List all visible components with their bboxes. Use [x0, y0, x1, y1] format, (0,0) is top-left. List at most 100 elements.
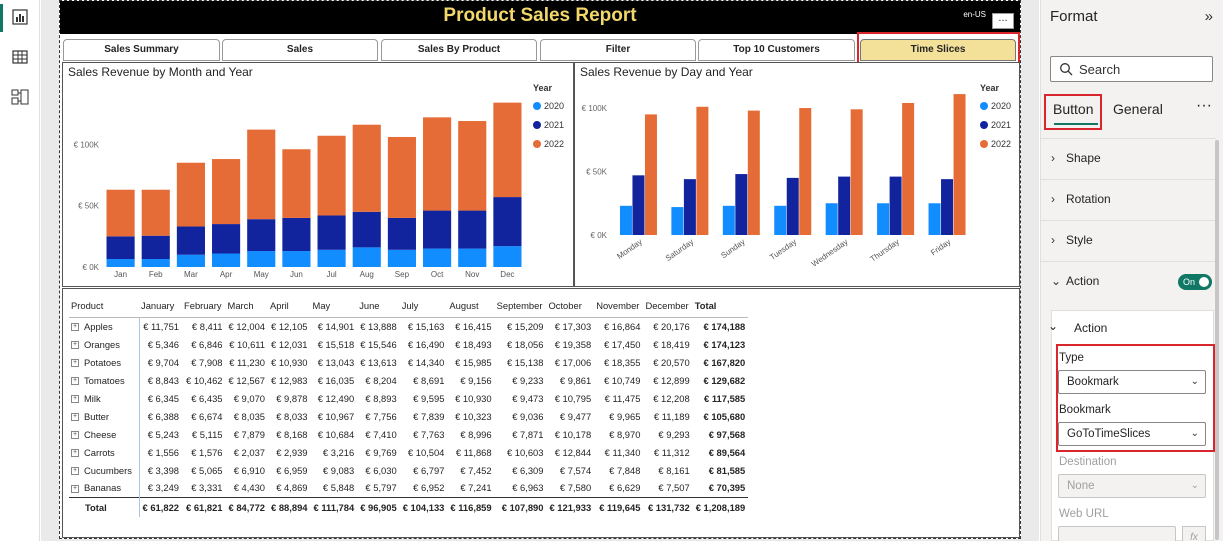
tab-sales-summary[interactable]: Sales Summary	[63, 39, 220, 61]
format-pane: Format » Search Button General ··· › Sha…	[1040, 0, 1223, 541]
y-tick-label: € 100K	[582, 104, 608, 113]
bar-Saturday-2021	[683, 179, 696, 235]
matrix-cell: € 6,674	[191, 410, 223, 422]
column-header[interactable]: February	[182, 295, 226, 318]
expand-icon[interactable]: +	[71, 467, 79, 476]
more-options-icon[interactable]: ···	[1196, 97, 1212, 114]
format-search-input[interactable]: Search	[1050, 56, 1213, 82]
format-pane-title: Format	[1050, 8, 1098, 25]
legend-label-2022: 2022	[991, 139, 1011, 149]
column-header[interactable]: May	[310, 295, 358, 318]
tab-top-10-customers[interactable]: Top 10 Customers	[698, 39, 855, 61]
tab-button[interactable]: Button	[1053, 101, 1094, 117]
bar-Jul-2021	[317, 215, 346, 250]
pane-scrollbar[interactable]	[1215, 140, 1219, 540]
product-matrix-visual[interactable]: Product January February March April May June J…	[62, 288, 1020, 538]
bar-Sunday-2022	[747, 110, 760, 235]
bar-Mar-2022	[176, 162, 205, 227]
action-settings-highlight	[1056, 344, 1215, 452]
matrix-cell: € 5,243	[147, 428, 179, 440]
column-header[interactable]: July	[399, 295, 448, 318]
bar-Mar-2021	[176, 226, 205, 255]
tab-general[interactable]: General	[1113, 101, 1163, 117]
expand-icon[interactable]: +	[71, 395, 79, 404]
legend-marker-2022	[980, 140, 988, 148]
expand-icon[interactable]: +	[71, 341, 79, 350]
month-chart-visual[interactable]: Sales Revenue by Month and Year € 0K € 50…	[62, 62, 574, 287]
matrix-cell: € 105,680	[703, 410, 746, 422]
column-header[interactable]: October	[546, 295, 595, 318]
matrix-row: + Butter € 6,388 € 6,674 € 8,035 € 8,033 € 10,…	[69, 407, 748, 425]
tab-sales-by-product[interactable]: Sales By Product	[381, 39, 537, 61]
matrix-cell: € 20,176	[653, 320, 690, 332]
action-toggle[interactable]: On	[1178, 274, 1212, 290]
column-header[interactable]: Product	[69, 295, 139, 318]
bar-Thursday-2022	[902, 102, 915, 236]
expand-icon[interactable]: +	[71, 413, 79, 422]
matrix-row: + Cucumbers € 3,398 € 5,065 € 6,910 € 6,959 € …	[69, 461, 748, 479]
collapse-pane-icon[interactable]: »	[1204, 8, 1213, 25]
search-icon	[1060, 63, 1073, 76]
matrix-cell: € 15,209	[506, 320, 544, 332]
column-header-total[interactable]: Total	[692, 295, 749, 318]
column-header[interactable]: December	[643, 295, 693, 318]
matrix-cell: € 9,704	[147, 356, 179, 368]
y-tick-label: € 50K	[586, 168, 608, 177]
column-header[interactable]: April	[268, 295, 311, 318]
bar-Monday-2022	[644, 114, 657, 235]
row-label: + Tomatoes	[69, 371, 140, 389]
more-options-button[interactable]: ...	[992, 13, 1014, 29]
tab-time-slices[interactable]: Time Slices	[860, 39, 1016, 61]
bar-Saturday-2022	[696, 106, 709, 235]
expand-icon[interactable]: +	[71, 484, 79, 493]
expand-icon[interactable]: +	[71, 359, 79, 368]
bar-Feb-2020	[141, 259, 170, 267]
bookmark-dropdown[interactable]: GoToTimeSlices ⌄	[1058, 422, 1206, 446]
matrix-cell: € 9,965	[609, 410, 641, 422]
total-cell: € 116,859	[447, 496, 495, 517]
matrix-cell: € 10,930	[455, 392, 492, 404]
matrix-cell: € 6,952	[413, 482, 445, 494]
x-tick-label: Tuesday	[768, 237, 798, 262]
matrix-cell: € 7,507	[658, 482, 690, 494]
expand-icon[interactable]: +	[71, 449, 79, 458]
expand-icon[interactable]: +	[71, 431, 79, 440]
bar-Jun-2022	[282, 149, 311, 218]
section-style[interactable]: › Style	[1041, 220, 1216, 260]
matrix-cell: € 10,504	[407, 446, 445, 458]
column-header[interactable]: September	[494, 295, 547, 318]
bar-Saturday-2020	[671, 207, 684, 235]
tab-filter[interactable]: Filter	[540, 39, 696, 61]
section-shape[interactable]: › Shape	[1041, 138, 1216, 178]
report-view-icon[interactable]	[10, 7, 30, 27]
day-chart-visual[interactable]: Sales Revenue by Day and Year € 0K € 50K €…	[574, 62, 1020, 287]
bar-Sep-2020	[387, 249, 416, 267]
row-label: + Apples	[69, 317, 140, 335]
matrix-cell: € 12,105	[271, 320, 308, 332]
matrix-cell: € 12,844	[554, 446, 592, 458]
x-tick-label: Dec	[500, 270, 514, 279]
chevron-down-icon[interactable]: ⌄	[1048, 319, 1059, 333]
type-dropdown[interactable]: Bookmark ⌄	[1058, 370, 1206, 394]
section-rotation[interactable]: › Rotation	[1041, 179, 1216, 219]
total-cell: € 61,822	[139, 496, 182, 517]
data-view-icon[interactable]	[10, 47, 30, 67]
matrix-cell: € 8,970	[609, 428, 641, 440]
matrix-cell: € 7,580	[559, 482, 592, 494]
column-header[interactable]: March	[225, 295, 269, 318]
column-header[interactable]: January	[139, 295, 182, 318]
matrix-cell: € 20,570	[653, 356, 690, 368]
total-cell: € 88,894	[268, 496, 311, 517]
legend-label-2022: 2022	[544, 139, 564, 149]
column-header[interactable]: August	[447, 295, 495, 318]
legend-label-2021: 2021	[544, 120, 564, 130]
expand-icon[interactable]: +	[71, 377, 79, 386]
column-header[interactable]: June	[357, 295, 400, 318]
model-view-icon[interactable]	[10, 87, 30, 107]
column-header[interactable]: November	[594, 295, 644, 318]
section-action[interactable]: ⌄ Action On	[1041, 261, 1216, 301]
x-tick-label: Jul	[326, 270, 336, 279]
expand-icon[interactable]: +	[71, 323, 79, 332]
matrix-row: + Cheese € 5,243 € 5,115 € 7,879 € 8,168 € 10,…	[69, 425, 748, 443]
tab-sales[interactable]: Sales	[222, 39, 378, 61]
